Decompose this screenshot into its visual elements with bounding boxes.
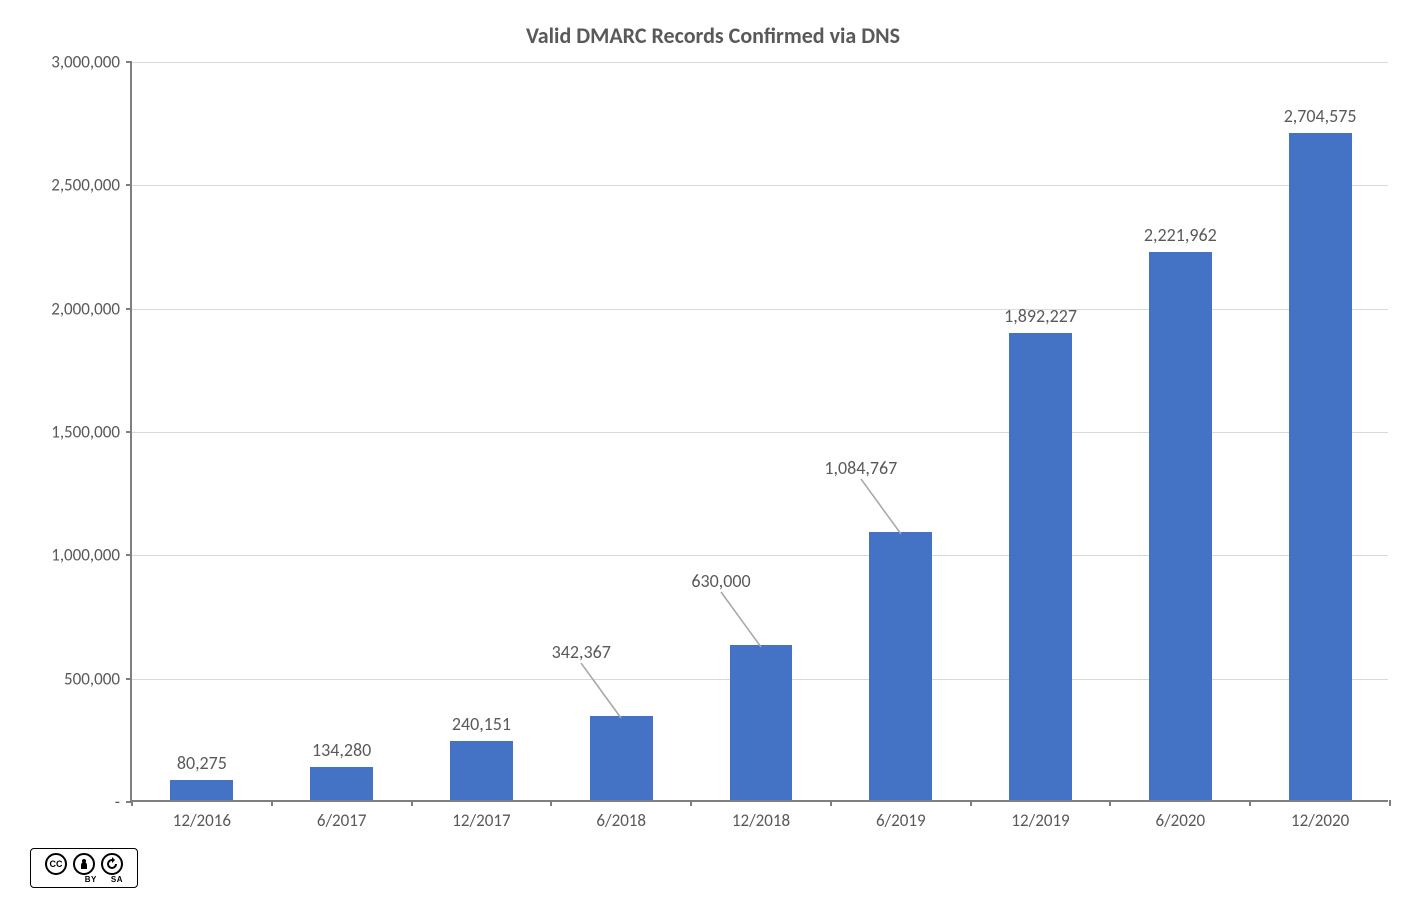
x-tickmark: [550, 800, 552, 806]
y-tick-label: 1,500,000: [51, 422, 132, 443]
y-tick-label: 2,000,000: [51, 298, 132, 319]
leader-line: [859, 477, 903, 536]
x-tickmark: [1109, 800, 1111, 806]
bar: [869, 532, 932, 800]
sa-label: SA: [111, 875, 123, 884]
bar: [1009, 333, 1072, 800]
x-tickmark: [1249, 800, 1251, 806]
plot-area: -500,0001,000,0001,500,0002,000,0002,500…: [130, 62, 1388, 802]
cc-icon: CC: [45, 853, 67, 875]
bar: [1149, 252, 1212, 800]
x-tickmark: [1389, 800, 1391, 806]
data-label: 630,000: [691, 570, 750, 592]
by-label: BY: [85, 875, 97, 884]
leader-line: [579, 661, 623, 720]
cc-icons-row: CC: [45, 853, 123, 875]
x-tickmark: [271, 800, 273, 806]
gridline: [132, 62, 1388, 63]
bar: [310, 767, 373, 800]
y-tick-label: 2,500,000: [51, 175, 132, 196]
x-tickmark: [830, 800, 832, 806]
y-tick-label: 500,000: [64, 668, 132, 689]
by-icon: [73, 853, 95, 875]
data-label: 2,221,962: [1144, 224, 1217, 246]
x-tick-label: 12/2020: [1291, 800, 1349, 831]
x-tickmark: [690, 800, 692, 806]
data-label: 2,704,575: [1284, 105, 1357, 127]
bar: [590, 716, 653, 800]
x-tick-label: 6/2020: [1156, 800, 1206, 831]
x-tick-label: 6/2018: [596, 800, 646, 831]
sa-icon: [101, 853, 123, 875]
data-label: 342,367: [552, 641, 611, 663]
bar: [450, 741, 513, 800]
data-label: 134,280: [312, 739, 371, 761]
y-tick-label: 1,000,000: [51, 545, 132, 566]
leader-line: [719, 590, 763, 649]
x-tick-label: 12/2019: [1011, 800, 1069, 831]
x-tick-label: 6/2017: [317, 800, 367, 831]
y-tick-label: -: [115, 792, 132, 813]
cc-license-badge: CC BY SA: [30, 848, 138, 888]
x-tick-label: 12/2017: [452, 800, 510, 831]
x-tick-label: 6/2019: [876, 800, 926, 831]
bar: [1289, 133, 1352, 800]
bar: [730, 645, 793, 800]
x-tickmark: [970, 800, 972, 806]
x-tickmark: [411, 800, 413, 806]
chart-container: Valid DMARC Records Confirmed via DNS -5…: [0, 0, 1426, 900]
data-label: 1,892,227: [1004, 305, 1077, 327]
x-tickmark: [131, 800, 133, 806]
chart-title: Valid DMARC Records Confirmed via DNS: [0, 22, 1426, 49]
cc-labels-row: BY SA: [35, 875, 133, 884]
data-label: 240,151: [452, 713, 511, 735]
data-label: 1,084,767: [824, 457, 897, 479]
y-tick-label: 3,000,000: [51, 52, 132, 73]
x-tick-label: 12/2018: [732, 800, 790, 831]
data-label: 80,275: [177, 752, 227, 774]
x-tick-label: 12/2016: [173, 800, 231, 831]
gridline: [132, 185, 1388, 186]
bar: [170, 780, 233, 800]
